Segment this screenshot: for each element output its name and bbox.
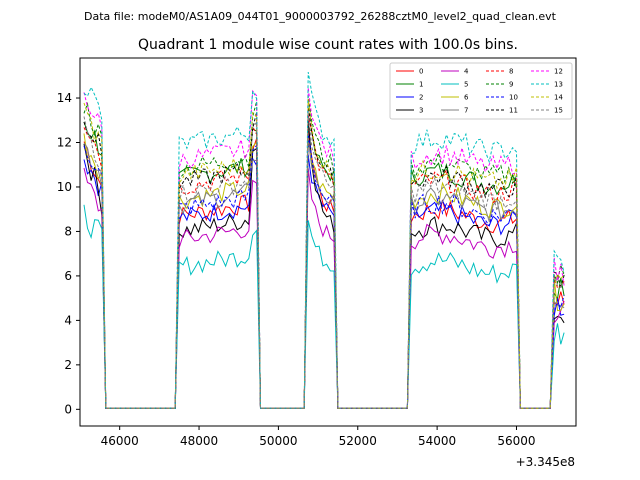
series-line-6	[83, 133, 565, 409]
series-line-0	[83, 130, 565, 409]
series-line-5	[83, 204, 565, 409]
x-tick-label: 46000	[101, 434, 139, 448]
series-line-2	[83, 154, 565, 409]
x-tick-label: 50000	[259, 434, 297, 448]
y-tick-label: 6	[64, 269, 72, 283]
legend-label: 9	[509, 81, 513, 89]
legend-label: 3	[419, 107, 423, 115]
series-line-7	[83, 139, 565, 409]
y-tick-label: 10	[57, 180, 72, 194]
series-line-12	[83, 87, 565, 409]
legend-label: 2	[419, 94, 423, 102]
series-line-14	[83, 98, 565, 409]
chart-title: Quadrant 1 module wise count rates with …	[138, 37, 518, 53]
legend-label: 7	[464, 107, 468, 115]
legend-label: 13	[554, 81, 563, 89]
legend-label: 6	[464, 94, 469, 102]
y-tick-label: 8	[64, 224, 72, 238]
series-line-3	[83, 118, 565, 409]
y-tick-label: 12	[57, 135, 72, 149]
x-axis: 46000 48000 50000 52000 54000 56000	[101, 426, 536, 448]
legend-label: 14	[554, 94, 563, 102]
legend-label: 0	[419, 68, 423, 76]
x-tick-label: 52000	[339, 434, 377, 448]
series-line-13	[83, 72, 565, 409]
legend-label: 5	[464, 81, 468, 89]
series-line-4	[83, 167, 565, 409]
legend-frame	[389, 62, 573, 120]
series-line-11	[83, 105, 565, 409]
x-tick-label: 54000	[418, 434, 456, 448]
suptitle: Data file: modeM0/AS1A09_044T01_90000037…	[84, 10, 557, 23]
y-axis: 0 2 4 6 8 10 12 14	[57, 91, 80, 416]
legend-label: 12	[554, 68, 563, 76]
legend-label: 8	[509, 68, 513, 76]
y-tick-label: 0	[64, 402, 72, 416]
legend-label: 4	[464, 68, 469, 76]
x-tick-label: 48000	[180, 434, 218, 448]
series-lines	[83, 72, 565, 409]
legend-label: 15	[554, 107, 563, 115]
legend-label: 11	[509, 107, 518, 115]
legend-label: 1	[419, 81, 423, 89]
plot-frame	[79, 57, 577, 427]
series-line-15	[83, 111, 565, 409]
legend-label: 10	[509, 94, 518, 102]
series-line-10	[83, 133, 565, 409]
series-line-8	[83, 113, 565, 409]
y-tick-label: 2	[64, 358, 72, 372]
series-line-9	[83, 96, 565, 409]
x-tick-label: 56000	[497, 434, 535, 448]
x-offset-label: +3.345e8	[516, 455, 575, 469]
y-tick-label: 4	[64, 313, 72, 327]
y-tick-label: 14	[57, 91, 72, 105]
